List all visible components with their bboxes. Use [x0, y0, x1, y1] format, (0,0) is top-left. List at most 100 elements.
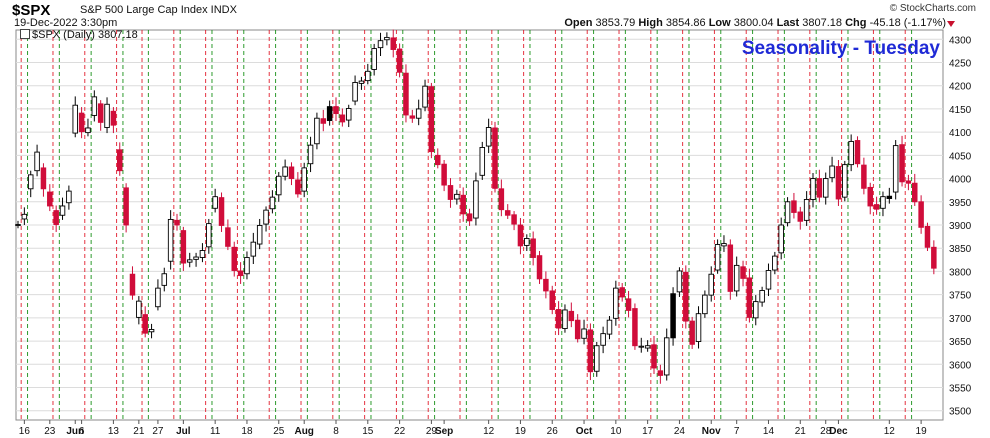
x-tick-label: 16 [19, 426, 31, 437]
candle-body [435, 154, 441, 166]
chart-title: Seasonality - Tuesday [741, 38, 940, 59]
x-tick-label: 11 [210, 426, 221, 437]
candle [435, 148, 441, 169]
candle [447, 178, 454, 208]
candle-body [282, 166, 288, 177]
candle [256, 218, 263, 250]
candle [657, 364, 664, 384]
candle-body [466, 213, 473, 222]
candle [212, 188, 218, 213]
chart-header: $SPX S&P 500 Large Cap Index INDX 19-Dec… [0, 0, 990, 30]
candle-body [657, 370, 664, 376]
candle [829, 156, 835, 183]
x-tick-label: 18 [241, 426, 253, 437]
candle-body [931, 246, 937, 269]
candle [301, 162, 307, 198]
candle-body [791, 200, 797, 213]
candle-body [632, 308, 638, 347]
candle-body [676, 270, 683, 293]
candle-body [587, 329, 594, 373]
candle [142, 306, 148, 338]
chart-legend: $SPX (Daily) 3807.18 [20, 29, 138, 41]
candle-body [352, 82, 358, 102]
candle [905, 174, 912, 191]
x-tick-label: 22 [394, 426, 406, 437]
candle [53, 205, 59, 232]
candle [307, 136, 314, 173]
candle-body [600, 333, 606, 346]
y-tick-label: 3800 [949, 267, 972, 278]
candle-body [339, 114, 346, 123]
candle-body [683, 271, 689, 322]
candle [40, 163, 47, 197]
x-tick-label: Jun [66, 426, 84, 437]
candle-body [110, 110, 117, 126]
candle-body [619, 287, 625, 298]
candle [498, 179, 505, 217]
candle-body [256, 225, 263, 245]
candle-body [97, 103, 104, 123]
candle-body [905, 180, 912, 184]
y-tick-label: 3900 [949, 221, 972, 232]
x-tick-label: 26 [547, 426, 559, 437]
candle-body [524, 238, 530, 246]
candle [555, 301, 562, 336]
ticker-symbol: $SPX [12, 2, 51, 19]
x-tick-label: 21 [795, 426, 807, 437]
copyright-credit[interactable]: © StockCharts.com [889, 3, 976, 14]
candle [250, 232, 257, 264]
candle [129, 266, 136, 300]
candle [663, 328, 670, 381]
legend-swatch-icon [20, 29, 30, 39]
candle [320, 109, 327, 132]
candle-body [803, 199, 810, 221]
candle-body [536, 255, 543, 280]
candle [517, 218, 524, 255]
candle-body [21, 213, 28, 220]
candle-body [829, 165, 835, 179]
candle [886, 187, 893, 204]
candle-body [511, 214, 517, 225]
x-tick-label: Aug [294, 426, 313, 437]
high-label: High [638, 17, 663, 29]
change-value: -45.18 (-1.17%) [869, 17, 946, 29]
candle [606, 316, 613, 340]
candle-body [409, 115, 416, 119]
y-tick-label: 3650 [949, 337, 972, 348]
candle [485, 118, 492, 154]
candle-body [708, 273, 714, 296]
legend-text: $SPX (Daily) 3807.18 [32, 29, 138, 41]
candle-body [212, 196, 218, 209]
candle [460, 187, 466, 222]
candle [651, 335, 657, 375]
x-tick-label: 29 [426, 426, 438, 437]
candle [784, 197, 791, 227]
candle-body [415, 108, 422, 119]
y-tick-label: 4100 [949, 128, 972, 139]
candle-body [867, 186, 873, 207]
candle [244, 251, 250, 280]
candle [594, 342, 600, 377]
candle [218, 192, 225, 232]
candle [867, 182, 873, 215]
candle [753, 295, 759, 326]
candle-body [848, 140, 854, 166]
candle [931, 240, 937, 275]
candle-body [625, 298, 632, 311]
candle-body [543, 278, 549, 292]
candle-body [842, 164, 848, 198]
candle [104, 97, 110, 134]
candle [536, 251, 543, 284]
candle-body [371, 48, 377, 70]
candle-body [263, 209, 269, 225]
candle [797, 206, 804, 230]
candle [695, 306, 702, 349]
y-tick-label: 3750 [949, 291, 972, 302]
candle-body [384, 36, 390, 41]
candle-body [123, 187, 129, 226]
candle-body [568, 310, 575, 322]
candle-body [606, 319, 613, 335]
candle [632, 303, 638, 350]
candle-body [269, 196, 276, 210]
